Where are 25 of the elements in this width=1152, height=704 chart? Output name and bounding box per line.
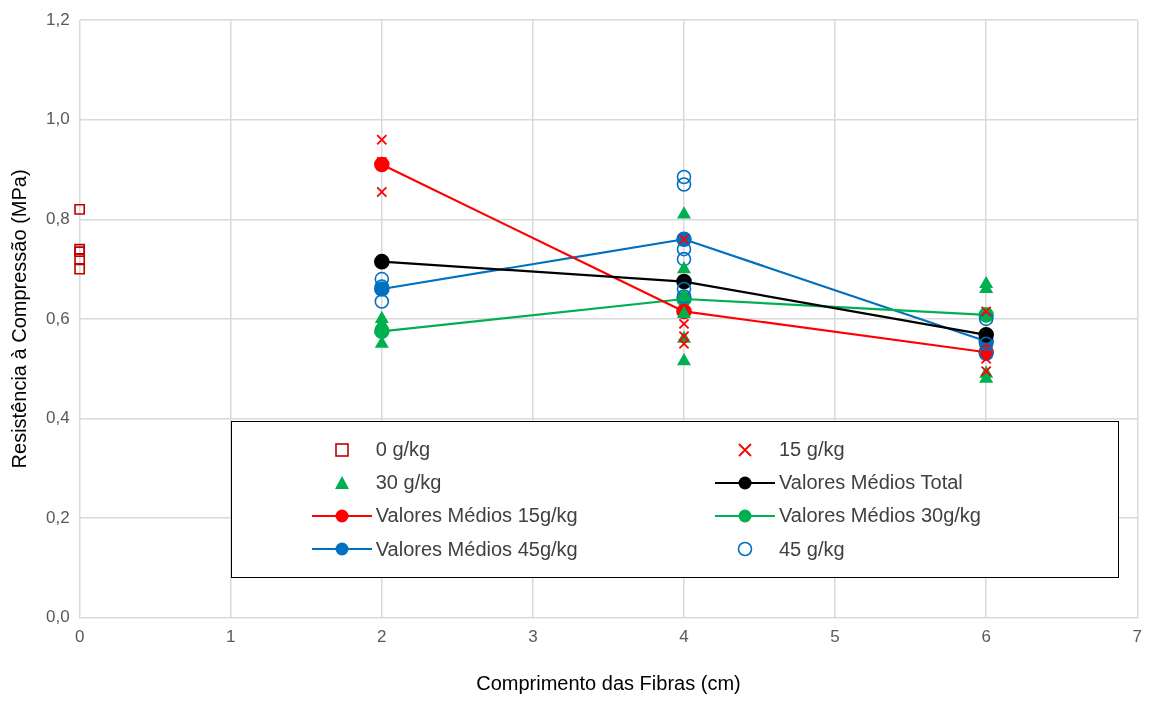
- y-tick-label: 0,0: [45, 607, 70, 627]
- x-tick-label: 1: [225, 627, 236, 647]
- x-tick-label: 6: [981, 627, 991, 647]
- x-axis-title: Comprimento das Fibras (cm): [476, 671, 741, 694]
- legend-label: Valores Médios Total: [778, 471, 963, 495]
- legend-label: 15 g/kg: [778, 438, 845, 462]
- legend-label: Valores Médios 30g/kg: [778, 504, 981, 528]
- y-tick-label: 1,2: [45, 9, 70, 29]
- legend-label: 0 g/kg: [375, 438, 431, 462]
- y-tick-label: 0,8: [45, 209, 70, 229]
- x-tick-label: 0: [74, 627, 85, 647]
- x-tick-label: 3: [528, 627, 538, 647]
- legend-label: 30 g/kg: [375, 471, 442, 495]
- y-tick-label: 0,6: [45, 308, 70, 328]
- legend-label: Valores Médios 15g/kg: [375, 504, 578, 528]
- x-tick-label: 7: [1132, 627, 1143, 647]
- legend-label: 45 g/kg: [778, 537, 845, 561]
- y-tick-label: 1,0: [45, 109, 70, 129]
- y-tick-label: 0,4: [45, 408, 70, 428]
- x-tick-label: 2: [377, 627, 387, 647]
- x-tick-label: 5: [830, 627, 840, 647]
- y-axis-title: Resistência à Compressão (MPa): [7, 169, 30, 469]
- x-tick-label: 4: [679, 627, 689, 647]
- y-tick-label: 0,2: [45, 507, 70, 527]
- legend-label: Valores Médios 45g/kg: [375, 537, 578, 561]
